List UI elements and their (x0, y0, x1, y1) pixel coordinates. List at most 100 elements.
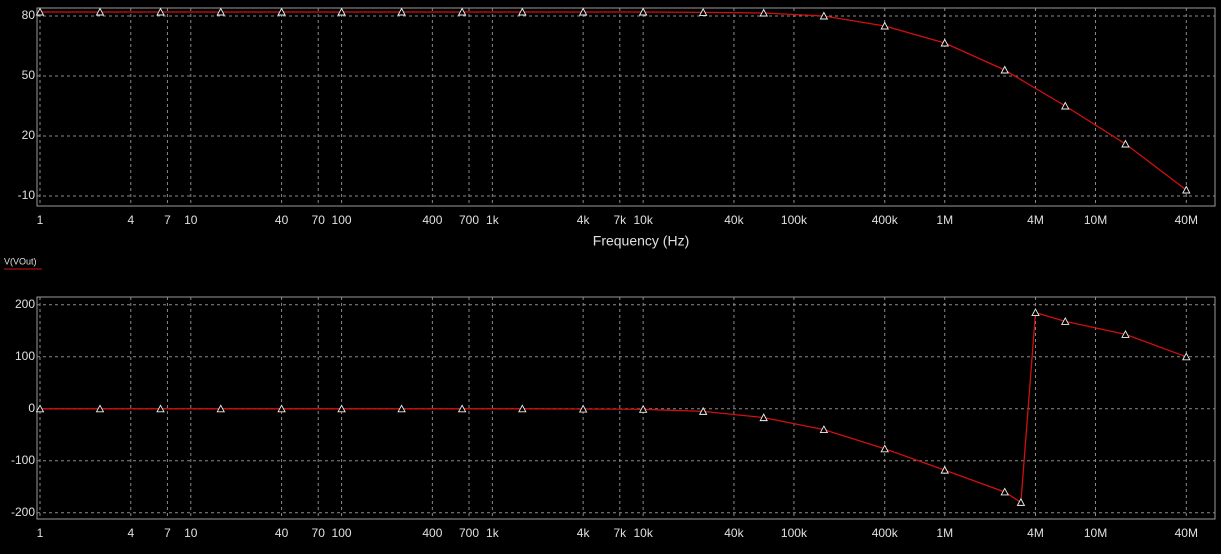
data-marker (759, 8, 768, 17)
x-tick-label: 1 (37, 213, 44, 227)
data-marker (216, 404, 225, 413)
y-tick-label: 50 (22, 68, 36, 82)
x-tick-label: 7k (613, 526, 627, 540)
data-marker (578, 7, 588, 16)
data-marker (397, 7, 406, 16)
x-tick-label: 1k (486, 213, 500, 227)
data-marker (35, 7, 45, 16)
x-tick-label: 10k (633, 213, 653, 227)
data-marker (35, 404, 45, 413)
data-marker (156, 404, 165, 413)
x-tick-label: 400k (872, 526, 899, 540)
x-tick-label: 40k (724, 526, 744, 540)
data-marker (819, 11, 829, 20)
x-tick-label: 400 (422, 213, 442, 227)
data-marker (880, 444, 889, 453)
data-marker (95, 404, 105, 413)
x-tick-label: 700 (459, 213, 479, 227)
data-marker (638, 404, 648, 413)
x-tick-label: 4M (1027, 213, 1044, 227)
x-tick-label: 700 (459, 526, 479, 540)
data-marker (1121, 139, 1130, 148)
data-line (40, 11, 1187, 191)
plot-frame (36, 296, 1216, 520)
data-marker (940, 465, 949, 474)
data-marker (156, 7, 165, 16)
data-marker (1000, 487, 1009, 496)
data-marker (337, 7, 346, 16)
x-tick-label: 4k (577, 213, 591, 227)
y-tick-label: 100 (15, 349, 35, 363)
x-tick-label: 1 (37, 526, 44, 540)
x-tick-label: 10 (184, 213, 198, 227)
y-tick-label: 200 (15, 297, 35, 311)
x-tick-label: 7 (164, 213, 171, 227)
data-marker (578, 404, 588, 413)
plot-frame (36, 7, 1216, 207)
x-tick-label: 4k (577, 526, 591, 540)
data-marker (940, 38, 949, 47)
y-tick-label: 0 (28, 401, 35, 415)
data-marker (216, 7, 225, 16)
x-tick-label: 1M (936, 526, 953, 540)
x-tick-label: 7k (613, 213, 627, 227)
data-marker (1031, 308, 1040, 317)
x-tick-label: 4M (1027, 526, 1044, 540)
data-marker (1061, 101, 1070, 110)
y-tick-label: -200 (11, 505, 35, 519)
x-tick-label: 70 (312, 213, 326, 227)
data-marker (880, 21, 889, 30)
data-marker (397, 404, 406, 413)
data-marker (1000, 65, 1009, 74)
data-marker (638, 7, 648, 16)
data-marker (277, 7, 286, 16)
x-tick-label: 40M (1175, 213, 1198, 227)
data-marker (759, 413, 768, 422)
x-tick-label: 4 (127, 213, 134, 227)
data-marker (518, 404, 527, 413)
y-tick-label: -100 (11, 453, 35, 467)
x-tick-label: 40M (1175, 526, 1198, 540)
x-tick-label: 10 (184, 526, 198, 540)
x-tick-label: 100 (332, 526, 352, 540)
y-tick-label: 20 (22, 128, 36, 142)
y-tick-label: 80 (22, 8, 36, 22)
data-marker (1061, 316, 1070, 325)
x-tick-label: 40 (275, 213, 289, 227)
x-tick-label: 40 (275, 526, 289, 540)
y-tick-label: -10 (18, 188, 36, 202)
x-tick-label: 1k (486, 526, 500, 540)
data-marker (698, 406, 708, 415)
data-marker (518, 7, 527, 16)
data-marker (819, 425, 829, 434)
legend-label: V(VOut) (4, 256, 37, 266)
x-tick-label: 10M (1084, 213, 1107, 227)
data-marker (1182, 352, 1191, 361)
data-marker (457, 7, 467, 16)
data-marker (1016, 497, 1026, 506)
data-line (40, 311, 1187, 504)
x-tick-label: 400 (422, 526, 442, 540)
x-tick-label: 100k (781, 526, 808, 540)
x-tick-label: 100 (332, 213, 352, 227)
x-tick-label: 400k (872, 213, 899, 227)
x-tick-label: 100k (781, 213, 808, 227)
x-tick-label: 40k (724, 213, 744, 227)
x-tick-label: 1M (936, 213, 953, 227)
x-tick-label: 10k (633, 526, 653, 540)
x-axis-label: Frequency (Hz) (593, 233, 689, 249)
data-marker (337, 404, 346, 413)
data-marker (457, 404, 467, 413)
x-tick-label: 70 (312, 526, 326, 540)
x-tick-label: 4 (127, 526, 134, 540)
x-tick-label: 10M (1084, 526, 1107, 540)
data-marker (1182, 185, 1191, 194)
data-marker (1121, 329, 1130, 338)
x-tick-label: 7 (164, 526, 171, 540)
data-marker (698, 7, 708, 16)
data-marker (95, 7, 105, 16)
data-marker (277, 404, 286, 413)
